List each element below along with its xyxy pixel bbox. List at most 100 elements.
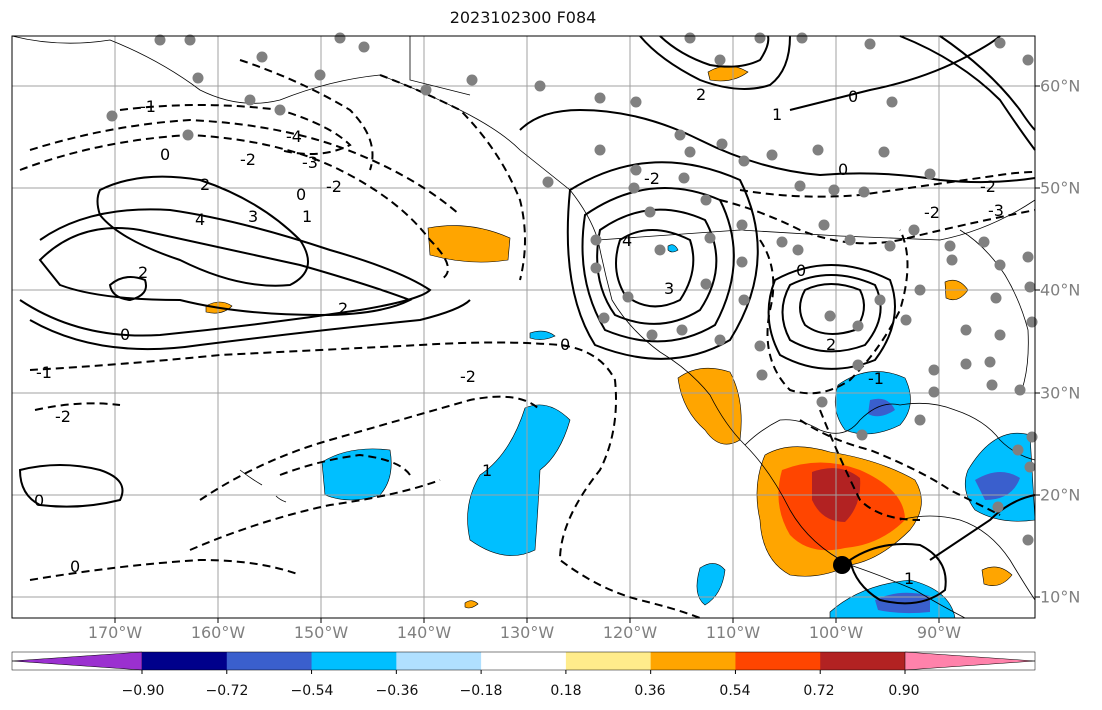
- station-dot: [716, 138, 728, 150]
- shade-blue-tiny-nw: [667, 244, 679, 253]
- contour-label: 0: [838, 160, 848, 179]
- station-dot: [878, 146, 890, 158]
- station-dot: [184, 34, 196, 46]
- colorbar-label: 0.36: [634, 683, 666, 699]
- station-dot: [914, 414, 926, 426]
- station-dot: [334, 32, 346, 44]
- shade-blue-island: [696, 563, 726, 606]
- shade-orange-north-pacific: [427, 225, 511, 263]
- station-dot: [598, 312, 610, 324]
- contour-label: -3: [302, 153, 318, 172]
- station-dot: [676, 324, 688, 336]
- station-dot: [630, 164, 642, 176]
- station-dot: [1026, 316, 1038, 328]
- colorbar-label: −0.72: [205, 683, 249, 699]
- colorbar-label: −0.90: [121, 683, 165, 699]
- colorbar-label: 0.72: [803, 683, 835, 699]
- station-dot: [1024, 281, 1036, 293]
- station-dot: [674, 129, 686, 141]
- shade-darkblue-gulf: [868, 398, 895, 417]
- lon-label-120w: 120°W: [602, 623, 658, 642]
- colorbar-label: 0.90: [888, 683, 920, 699]
- station-dot: [1022, 54, 1034, 66]
- station-dot: [590, 262, 602, 274]
- station-dot: [646, 329, 658, 341]
- station-dot: [654, 244, 666, 256]
- station-dot: [818, 219, 830, 231]
- lon-label-100w: 100°W: [808, 623, 864, 642]
- station-dot: [816, 396, 828, 408]
- contour-label: 3: [664, 279, 674, 298]
- station-dot: [824, 310, 836, 322]
- contour-label: 2: [696, 85, 706, 104]
- station-dot: [852, 359, 864, 371]
- station-dot: [358, 41, 370, 53]
- station-dot: [684, 32, 696, 44]
- contour-label: 0: [34, 491, 44, 510]
- station-dot: [796, 32, 808, 44]
- map-frame: [11, 35, 1036, 619]
- contour-labels: 2 4 3 2 0 1 -2 -3 -4 0 -2 -1 0 -2 0 -1 -…: [34, 85, 1004, 588]
- colorbar-label: −0.36: [375, 683, 419, 699]
- contour-label: -1: [140, 97, 156, 116]
- lat-label-20n: 20°N: [1040, 485, 1081, 505]
- contour-label: 1: [482, 461, 492, 480]
- station-dot: [244, 94, 256, 106]
- station-dot: [828, 184, 840, 196]
- map-title: 2023102300 F084: [449, 8, 597, 27]
- station-dot: [1024, 461, 1036, 473]
- colorbar-label: 0.54: [719, 683, 751, 699]
- contour-label: 0: [848, 87, 858, 106]
- station-dot: [1022, 534, 1034, 546]
- station-dot: [994, 329, 1006, 341]
- station-dot: [754, 340, 766, 352]
- contour-label: -2: [326, 177, 342, 196]
- station-dot: [992, 501, 1004, 513]
- station-dot: [994, 37, 1006, 49]
- shaded-regions: [205, 65, 1036, 619]
- station-dot: [182, 129, 194, 141]
- station-dot: [946, 254, 958, 266]
- contour-label: 0: [160, 145, 170, 164]
- lat-label-60n: 60°N: [1040, 76, 1081, 96]
- contours-dashed: [19, 59, 1036, 619]
- station-dot: [106, 110, 118, 122]
- contour-label: 3: [248, 207, 258, 226]
- station-dot: [856, 429, 868, 441]
- station-dot: [542, 176, 554, 188]
- lon-label-150w: 150°W: [293, 623, 349, 642]
- station-dot: [792, 244, 804, 256]
- lat-label-40n: 40°N: [1040, 280, 1081, 300]
- station-dot: [886, 96, 898, 108]
- gridlines: [12, 36, 1035, 618]
- station-dot: [960, 324, 972, 336]
- lat-label-30n: 30°N: [1040, 383, 1081, 403]
- contour-label: 2: [338, 299, 348, 318]
- station-dot: [984, 356, 996, 368]
- contour-label: 0: [560, 335, 570, 354]
- station-dot: [314, 69, 326, 81]
- contour-label: -3: [988, 201, 1004, 220]
- station-dot: [154, 34, 166, 46]
- station-dot: [714, 334, 726, 346]
- station-dot: [700, 278, 712, 290]
- station-dot: [874, 294, 886, 306]
- station-dot: [1012, 444, 1024, 456]
- lon-label-130w: 130°W: [499, 623, 555, 642]
- lat-label-50n: 50°N: [1040, 178, 1081, 198]
- station-dot: [704, 232, 716, 244]
- shade-darkblue-carib: [975, 471, 1020, 500]
- station-dot: [864, 38, 876, 50]
- contour-label: 1: [904, 569, 914, 588]
- lon-label-90w: 90°W: [916, 623, 962, 642]
- contour-label: 2: [200, 175, 210, 194]
- station-dot: [986, 379, 998, 391]
- contour-label: -2: [55, 407, 71, 426]
- station-dot: [858, 186, 870, 198]
- contour-label: -1: [36, 363, 52, 382]
- coastlines: [11, 35, 1036, 619]
- station-dot: [776, 236, 788, 248]
- station-dot: [884, 240, 896, 252]
- station-dot: [738, 155, 750, 167]
